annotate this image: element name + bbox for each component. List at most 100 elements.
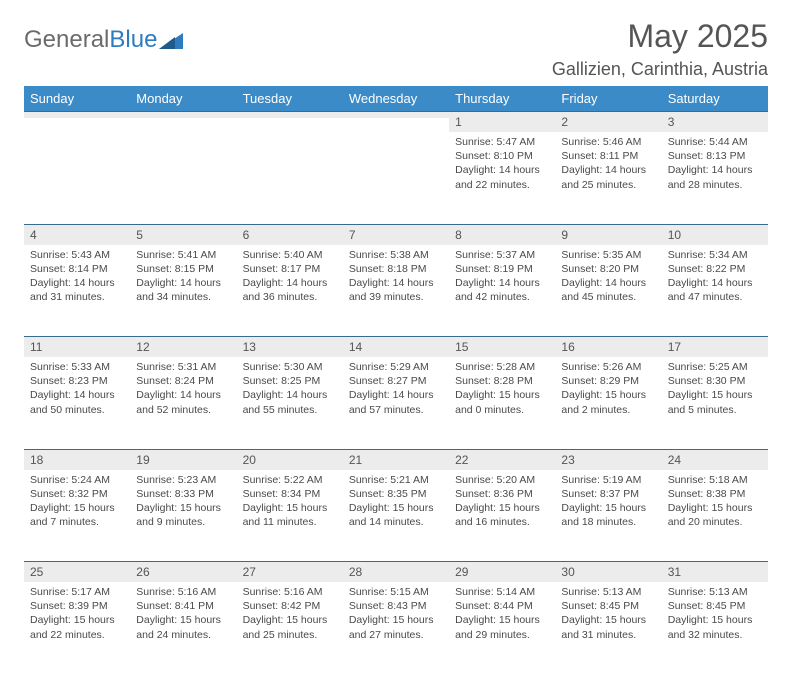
day-number: 17	[662, 337, 768, 357]
daylight-text: Daylight: 15 hours and 0 minutes.	[455, 388, 549, 416]
sunrise-text: Sunrise: 5:31 AM	[136, 360, 230, 374]
logo-word2: Blue	[109, 26, 157, 53]
day-number: 30	[555, 562, 661, 582]
daylight-text: Daylight: 15 hours and 25 minutes.	[243, 613, 337, 641]
calendar-body: 123Sunrise: 5:47 AMSunset: 8:10 PMDaylig…	[24, 112, 768, 674]
daylight-text: Daylight: 14 hours and 57 minutes.	[349, 388, 443, 416]
sunrise-text: Sunrise: 5:16 AM	[243, 585, 337, 599]
sunrise-text: Sunrise: 5:13 AM	[561, 585, 655, 599]
sunset-text: Sunset: 8:42 PM	[243, 599, 337, 613]
day-cell: Sunrise: 5:15 AMSunset: 8:43 PMDaylight:…	[343, 582, 449, 648]
sunrise-text: Sunrise: 5:38 AM	[349, 248, 443, 262]
sunrise-text: Sunrise: 5:20 AM	[455, 473, 549, 487]
day-number: 7	[343, 225, 449, 245]
sunset-text: Sunset: 8:23 PM	[30, 374, 124, 388]
day-cell: Sunrise: 5:13 AMSunset: 8:45 PMDaylight:…	[555, 582, 661, 648]
month-title: May 2025	[552, 18, 768, 55]
day-cell: Sunrise: 5:43 AMSunset: 8:14 PMDaylight:…	[24, 245, 130, 311]
daylight-text: Daylight: 15 hours and 11 minutes.	[243, 501, 337, 529]
sunrise-text: Sunrise: 5:13 AM	[668, 585, 762, 599]
day-number: 5	[130, 225, 236, 245]
daylight-text: Daylight: 15 hours and 29 minutes.	[455, 613, 549, 641]
daylight-text: Daylight: 14 hours and 50 minutes.	[30, 388, 124, 416]
dayhead-sat: Saturday	[662, 86, 768, 112]
day-cell: Sunrise: 5:28 AMSunset: 8:28 PMDaylight:…	[449, 357, 555, 423]
sunset-text: Sunset: 8:43 PM	[349, 599, 443, 613]
sunrise-text: Sunrise: 5:22 AM	[243, 473, 337, 487]
day-cell: Sunrise: 5:19 AMSunset: 8:37 PMDaylight:…	[555, 470, 661, 536]
daylight-text: Daylight: 15 hours and 5 minutes.	[668, 388, 762, 416]
sunset-text: Sunset: 8:10 PM	[455, 149, 549, 163]
sunrise-text: Sunrise: 5:34 AM	[668, 248, 762, 262]
sunset-text: Sunset: 8:22 PM	[668, 262, 762, 276]
sunrise-text: Sunrise: 5:17 AM	[30, 585, 124, 599]
day-cell: Sunrise: 5:13 AMSunset: 8:45 PMDaylight:…	[662, 582, 768, 648]
day-number: 19	[130, 450, 236, 470]
daylight-text: Daylight: 15 hours and 27 minutes.	[349, 613, 443, 641]
sunrise-text: Sunrise: 5:35 AM	[561, 248, 655, 262]
sunset-text: Sunset: 8:36 PM	[455, 487, 549, 501]
sunrise-text: Sunrise: 5:28 AM	[455, 360, 549, 374]
daylight-text: Daylight: 14 hours and 22 minutes.	[455, 163, 549, 191]
day-number: 27	[237, 562, 343, 582]
day-cell	[343, 132, 449, 141]
day-number: 23	[555, 450, 661, 470]
dayhead-wed: Wednesday	[343, 86, 449, 112]
daylight-text: Daylight: 15 hours and 18 minutes.	[561, 501, 655, 529]
logo-triangle-icon	[159, 31, 185, 51]
day-cell: Sunrise: 5:29 AMSunset: 8:27 PMDaylight:…	[343, 357, 449, 423]
sunset-text: Sunset: 8:41 PM	[136, 599, 230, 613]
sunset-text: Sunset: 8:24 PM	[136, 374, 230, 388]
day-cell: Sunrise: 5:17 AMSunset: 8:39 PMDaylight:…	[24, 582, 130, 648]
day-number: 2	[555, 112, 661, 132]
sunrise-text: Sunrise: 5:23 AM	[136, 473, 230, 487]
day-cell	[130, 132, 236, 141]
day-cell: Sunrise: 5:37 AMSunset: 8:19 PMDaylight:…	[449, 245, 555, 311]
day-cell: Sunrise: 5:44 AMSunset: 8:13 PMDaylight:…	[662, 132, 768, 198]
day-cell: Sunrise: 5:34 AMSunset: 8:22 PMDaylight:…	[662, 245, 768, 311]
daylight-text: Daylight: 14 hours and 45 minutes.	[561, 276, 655, 304]
dayhead-thu: Thursday	[449, 86, 555, 112]
sunrise-text: Sunrise: 5:19 AM	[561, 473, 655, 487]
sunrise-text: Sunrise: 5:15 AM	[349, 585, 443, 599]
sunset-text: Sunset: 8:34 PM	[243, 487, 337, 501]
sunset-text: Sunset: 8:32 PM	[30, 487, 124, 501]
sunset-text: Sunset: 8:17 PM	[243, 262, 337, 276]
day-cell: Sunrise: 5:41 AMSunset: 8:15 PMDaylight:…	[130, 245, 236, 311]
daylight-text: Daylight: 15 hours and 32 minutes.	[668, 613, 762, 641]
day-cell: Sunrise: 5:20 AMSunset: 8:36 PMDaylight:…	[449, 470, 555, 536]
sunset-text: Sunset: 8:30 PM	[668, 374, 762, 388]
day-cell: Sunrise: 5:24 AMSunset: 8:32 PMDaylight:…	[24, 470, 130, 536]
sunrise-text: Sunrise: 5:46 AM	[561, 135, 655, 149]
sunrise-text: Sunrise: 5:47 AM	[455, 135, 549, 149]
day-number: 21	[343, 450, 449, 470]
day-cell: Sunrise: 5:21 AMSunset: 8:35 PMDaylight:…	[343, 470, 449, 536]
daylight-text: Daylight: 14 hours and 47 minutes.	[668, 276, 762, 304]
day-cell	[237, 132, 343, 141]
location: Gallizien, Carinthia, Austria	[552, 59, 768, 80]
day-number: 15	[449, 337, 555, 357]
day-cell: Sunrise: 5:38 AMSunset: 8:18 PMDaylight:…	[343, 245, 449, 311]
day-number: 11	[24, 337, 130, 357]
sunrise-text: Sunrise: 5:21 AM	[349, 473, 443, 487]
sunset-text: Sunset: 8:13 PM	[668, 149, 762, 163]
day-number: 29	[449, 562, 555, 582]
day-number: 9	[555, 225, 661, 245]
day-cell: Sunrise: 5:40 AMSunset: 8:17 PMDaylight:…	[237, 245, 343, 311]
sunrise-text: Sunrise: 5:16 AM	[136, 585, 230, 599]
day-cell: Sunrise: 5:16 AMSunset: 8:41 PMDaylight:…	[130, 582, 236, 648]
sunrise-text: Sunrise: 5:41 AM	[136, 248, 230, 262]
day-number	[237, 112, 343, 118]
sunset-text: Sunset: 8:25 PM	[243, 374, 337, 388]
daylight-text: Daylight: 14 hours and 36 minutes.	[243, 276, 337, 304]
day-cell: Sunrise: 5:23 AMSunset: 8:33 PMDaylight:…	[130, 470, 236, 536]
day-cell: Sunrise: 5:47 AMSunset: 8:10 PMDaylight:…	[449, 132, 555, 198]
calendar-table: Sunday Monday Tuesday Wednesday Thursday…	[24, 86, 768, 674]
sunset-text: Sunset: 8:27 PM	[349, 374, 443, 388]
sunrise-text: Sunrise: 5:33 AM	[30, 360, 124, 374]
sunset-text: Sunset: 8:28 PM	[455, 374, 549, 388]
day-number: 25	[24, 562, 130, 582]
day-number: 10	[662, 225, 768, 245]
day-number: 3	[662, 112, 768, 132]
day-number: 26	[130, 562, 236, 582]
